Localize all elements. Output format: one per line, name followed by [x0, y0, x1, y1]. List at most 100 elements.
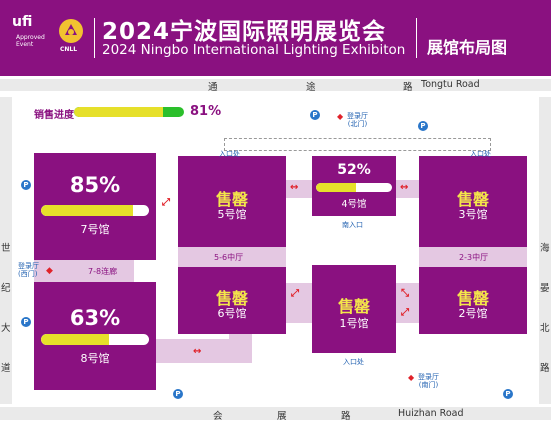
road-top-char-2: 途: [306, 82, 316, 93]
north-entry-path: [224, 138, 491, 151]
arrow-7-5-icon: ⤢: [162, 197, 170, 208]
page-title-en: 2024 Ningbo International Lighting Exhib…: [102, 42, 406, 58]
entry-label-hall1: 入口处: [343, 358, 364, 366]
road-bottom-char-2: 展: [277, 411, 287, 421]
reg-north-line2: (北门): [347, 120, 368, 128]
corridor-5-6: 5-6中厅: [178, 247, 286, 267]
hall-8-progress-bar: [41, 334, 149, 345]
hall-7-percent: 85%: [69, 173, 121, 197]
arrow-6-1-icon: ⤢: [291, 288, 299, 299]
sales-progress-percent: 81%: [190, 104, 222, 119]
header-divider-left: [94, 18, 95, 58]
hall-1[interactable]: 售罄 1号馆: [312, 265, 396, 353]
road-top-char-3: 路: [403, 82, 413, 93]
page-title-cn: 2024宁波国际照明展览会: [102, 19, 387, 45]
corridor-5-6-label: 5-6中厅: [214, 253, 244, 262]
header-divider-right: [416, 18, 417, 58]
arrow-1-2-upper-icon: ⤡: [401, 288, 409, 299]
corridor-1-2: [396, 283, 419, 323]
arrow-1-2-lower-icon: ⤢: [401, 307, 409, 318]
road-bottom-char-3: 路: [341, 411, 351, 421]
road-right-char-1: 海: [540, 243, 550, 254]
reg-west: 登录厅 (西门): [18, 262, 39, 278]
reg-south-line1: 登录厅: [418, 373, 439, 381]
corridor-2-3: 2-3中厅: [419, 247, 527, 267]
sales-progress-label: 销售进度: [34, 110, 74, 121]
hall-6-name: 6号馆: [217, 307, 247, 320]
sales-progress-fill: [74, 107, 164, 117]
hall-8-percent: 63%: [69, 306, 121, 330]
header-banner: ufi Approved Event CNLL 2024宁波国际照明展览会 20…: [0, 0, 551, 76]
logo-area: ufi Approved Event CNLL: [8, 14, 90, 62]
corridor-5-4: [286, 180, 312, 198]
road-left-char-2: 纪: [1, 283, 11, 294]
road-right-char-4: 路: [540, 363, 550, 374]
hall-5-sold: 售罄: [215, 190, 248, 209]
hall-4-name: 4号馆: [341, 199, 367, 210]
parking-icon-west-upper: P: [21, 180, 31, 190]
reg-north: 登录厅 (北门): [347, 112, 368, 128]
reg-north-icon: ◆: [337, 112, 344, 121]
road-bottom-char-1: 会: [213, 411, 223, 421]
reg-west-line1: 登录厅: [18, 262, 39, 270]
road-shiji: 世 纪 大 道: [0, 97, 12, 404]
arrow-4-3-icon: ↔: [400, 182, 409, 193]
hall-4[interactable]: 52% 4号馆: [312, 156, 396, 216]
arrow-west-entry-icon: ◆: [46, 266, 53, 276]
hall-3-name: 3号馆: [458, 208, 488, 221]
hall-8-progress-fill: [41, 334, 110, 345]
reg-south-icon: ◆: [408, 373, 415, 382]
reg-south: 登录厅 (南门): [418, 373, 439, 389]
entry-label-hall5: 入口处: [219, 150, 240, 158]
hall-6-sold: 售罄: [215, 289, 248, 308]
reg-south-line2: (南门): [418, 381, 439, 389]
hall-4-progress-bar: [316, 183, 392, 192]
hall-4-progress-fill: [316, 183, 356, 192]
road-right-char-2: 晏: [540, 283, 550, 294]
hall-1-name: 1号馆: [339, 317, 369, 330]
hall-7[interactable]: 85% 7号馆: [34, 153, 156, 260]
road-right-char-3: 北: [540, 323, 550, 334]
road-left-char-3: 大: [1, 323, 11, 334]
corridor-2-3-label: 2-3中厅: [459, 253, 489, 262]
arrow-5-4-icon: ↔: [290, 182, 299, 193]
ufi-logo: ufi: [12, 14, 33, 30]
hall-3[interactable]: 售罄 3号馆: [419, 156, 527, 247]
corridor-6-1: [286, 283, 312, 323]
road-bottom-en: Huizhan Road: [398, 408, 464, 419]
hall-7-name: 7号馆: [80, 223, 110, 236]
hall-7-progress-bar: [41, 205, 149, 216]
corridor-7-8: 7-8连廊: [34, 260, 134, 282]
road-top-char-1: 通: [208, 82, 218, 93]
parking-icon-northeast: P: [418, 121, 428, 131]
hall-2-sold: 售罄: [456, 289, 489, 308]
ufi-sub: Approved Event: [16, 34, 45, 48]
reg-west-line2: (西门): [18, 270, 38, 278]
cnll-text: CNLL: [60, 46, 78, 53]
hall-1-sold: 售罄: [337, 297, 370, 316]
arrow-8-6-icon: ↔: [193, 346, 202, 357]
hall-8[interactable]: 63% 8号馆: [34, 282, 156, 390]
ufi-sub-line1: Approved: [16, 34, 45, 41]
corridor-7-8-label: 7-8连廊: [88, 267, 118, 276]
hall-5[interactable]: 售罄 5号馆: [178, 156, 286, 247]
road-tongtu: 通 途 路 Tongtu Road: [0, 79, 551, 93]
ufi-sub-line2: Event: [16, 41, 34, 48]
reg-north-line1: 登录厅: [347, 112, 368, 120]
parking-icon-north: P: [310, 110, 320, 120]
road-top-en: Tongtu Road: [421, 79, 480, 90]
hall-2-name: 2号馆: [458, 307, 488, 320]
road-huizhan: 会 展 路 Huizhan Road: [0, 407, 551, 421]
sales-progress-bar: [74, 107, 184, 117]
hall-8-name: 8号馆: [80, 352, 110, 365]
hall-7-progress-fill: [41, 205, 133, 216]
south-entry-label: 南入口: [342, 221, 363, 229]
parking-icon-south-right: P: [503, 389, 513, 399]
road-left-char-1: 世: [1, 243, 11, 254]
hall-6[interactable]: 售罄 6号馆: [178, 267, 286, 334]
hall-2[interactable]: 售罄 2号馆: [419, 267, 527, 334]
road-left-char-4: 道: [1, 363, 11, 374]
hall-5-name: 5号馆: [217, 208, 247, 221]
hall-3-sold: 售罄: [456, 190, 489, 209]
layout-title: 展馆布局图: [427, 38, 508, 57]
